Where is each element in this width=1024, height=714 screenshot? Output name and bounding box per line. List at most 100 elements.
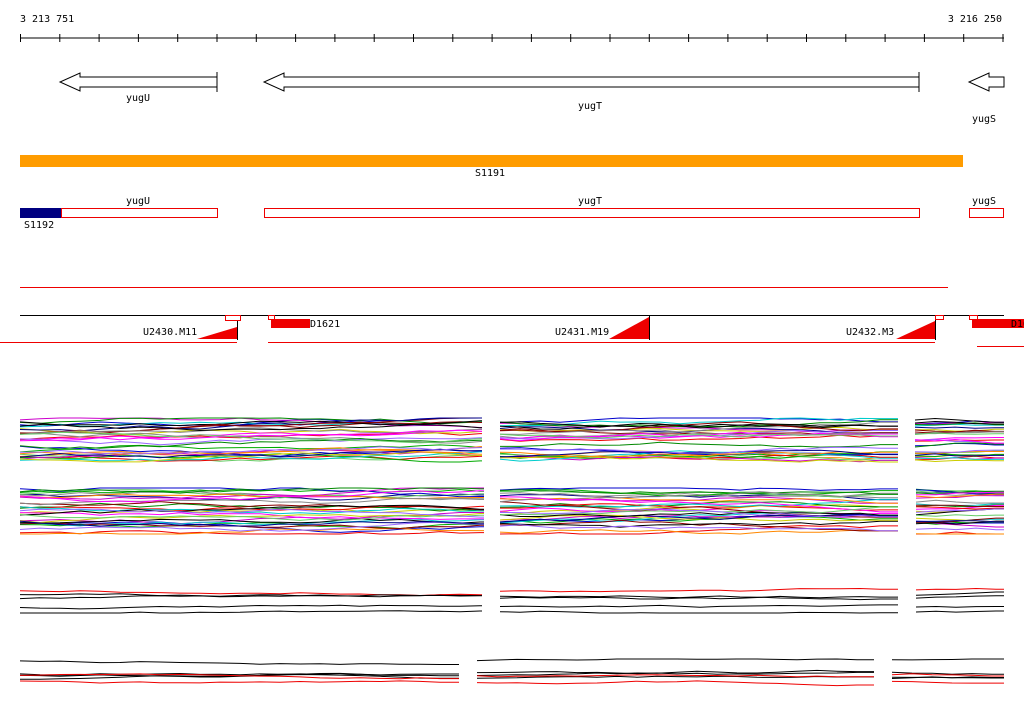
cds-box xyxy=(264,208,920,218)
profile-line xyxy=(499,455,898,463)
triangle xyxy=(896,321,935,339)
profile-line xyxy=(19,506,484,515)
profile-line xyxy=(476,669,874,676)
gene-arrow xyxy=(58,72,218,92)
segment-bar xyxy=(20,155,963,167)
segment-bar xyxy=(20,208,61,218)
profile-line xyxy=(499,496,898,504)
gene-arrow xyxy=(262,72,920,92)
profile-line xyxy=(19,444,482,453)
profile-line xyxy=(915,527,1004,531)
profile-line xyxy=(914,432,1004,435)
profile-line xyxy=(19,512,484,520)
profile-line xyxy=(19,487,484,494)
cds-label: yugS xyxy=(972,196,996,207)
marker xyxy=(271,319,310,328)
profile-line xyxy=(915,595,1004,599)
profile-line xyxy=(914,438,1004,444)
profile-line xyxy=(915,508,1004,513)
profile-line xyxy=(19,451,482,462)
cds-label: yugU xyxy=(126,196,150,207)
profile-line xyxy=(19,501,484,511)
profile-line xyxy=(499,520,898,528)
profile-line xyxy=(914,457,1004,461)
start-coordinate: 3 213 751 xyxy=(20,14,74,25)
profile-line xyxy=(19,673,459,680)
ruler xyxy=(20,34,1004,42)
marker xyxy=(935,315,944,320)
profile-line xyxy=(499,513,898,523)
profile-line xyxy=(19,446,482,455)
profile-line xyxy=(499,498,898,508)
profile-line xyxy=(19,504,484,516)
profile-line xyxy=(499,525,898,535)
profile-line xyxy=(891,671,1004,675)
profile-line xyxy=(19,455,482,462)
profile-line xyxy=(19,487,484,498)
profile-line xyxy=(499,610,898,614)
profile-line xyxy=(476,658,874,662)
cds-label: yugT xyxy=(578,196,602,207)
profile-line xyxy=(915,520,1004,523)
profile-line xyxy=(19,448,482,459)
profile-line xyxy=(476,674,874,678)
profile-line xyxy=(19,593,482,597)
profile-line xyxy=(499,433,898,439)
gene-arrow xyxy=(967,72,1005,92)
transcript-label: D1621 xyxy=(310,319,340,330)
profile-line xyxy=(19,432,482,444)
profile-line xyxy=(19,420,482,429)
profile-line xyxy=(915,506,1004,510)
profile-line xyxy=(499,511,898,518)
profile-line xyxy=(891,680,1004,684)
profile-line xyxy=(19,508,484,518)
profile-line xyxy=(499,423,898,430)
profile-line xyxy=(915,499,1004,504)
profile-line xyxy=(19,437,482,446)
gene-label: yugT xyxy=(578,101,602,112)
profile-line xyxy=(19,522,484,530)
profile-line xyxy=(499,488,898,497)
profile-line xyxy=(476,671,874,675)
profile-line xyxy=(19,660,459,665)
profile-line xyxy=(914,417,1004,423)
profile-line xyxy=(19,437,482,450)
segment-label: S1192 xyxy=(24,220,54,231)
profile-line xyxy=(500,446,898,454)
profile-line xyxy=(915,587,1004,591)
profile-line xyxy=(914,442,1004,448)
profile-line xyxy=(499,524,898,532)
profile-line xyxy=(499,434,898,442)
profile-line xyxy=(914,459,1004,463)
profile-line xyxy=(499,519,898,532)
profile-line xyxy=(19,417,482,432)
cds-box xyxy=(969,208,1004,218)
marker xyxy=(972,319,1024,328)
profile-line xyxy=(915,491,1004,496)
profile-line xyxy=(19,514,484,521)
transcript-label: U2430.M11 xyxy=(143,327,197,338)
profile-line xyxy=(914,449,1004,453)
triangle xyxy=(197,327,237,339)
profile-line xyxy=(499,421,898,429)
segment-label: S1191 xyxy=(475,168,505,179)
profile-line xyxy=(499,496,898,513)
marker xyxy=(268,315,275,320)
expression-profiles xyxy=(19,417,1004,687)
profile-line xyxy=(499,604,898,608)
profile-line xyxy=(500,441,898,448)
profile-line xyxy=(499,419,898,428)
profile-line xyxy=(915,493,1004,499)
profile-line xyxy=(499,451,898,458)
profile-line xyxy=(499,595,898,601)
profile-line xyxy=(915,520,1004,525)
profile-line xyxy=(915,504,1004,507)
profile-line xyxy=(499,450,898,460)
transcript-label: D16 xyxy=(1011,319,1024,330)
profile-line xyxy=(891,673,1004,677)
transcript-label: U2431.M19 xyxy=(555,327,609,338)
profile-line xyxy=(19,604,482,610)
profile-line xyxy=(20,610,482,614)
cds-box xyxy=(61,208,218,218)
